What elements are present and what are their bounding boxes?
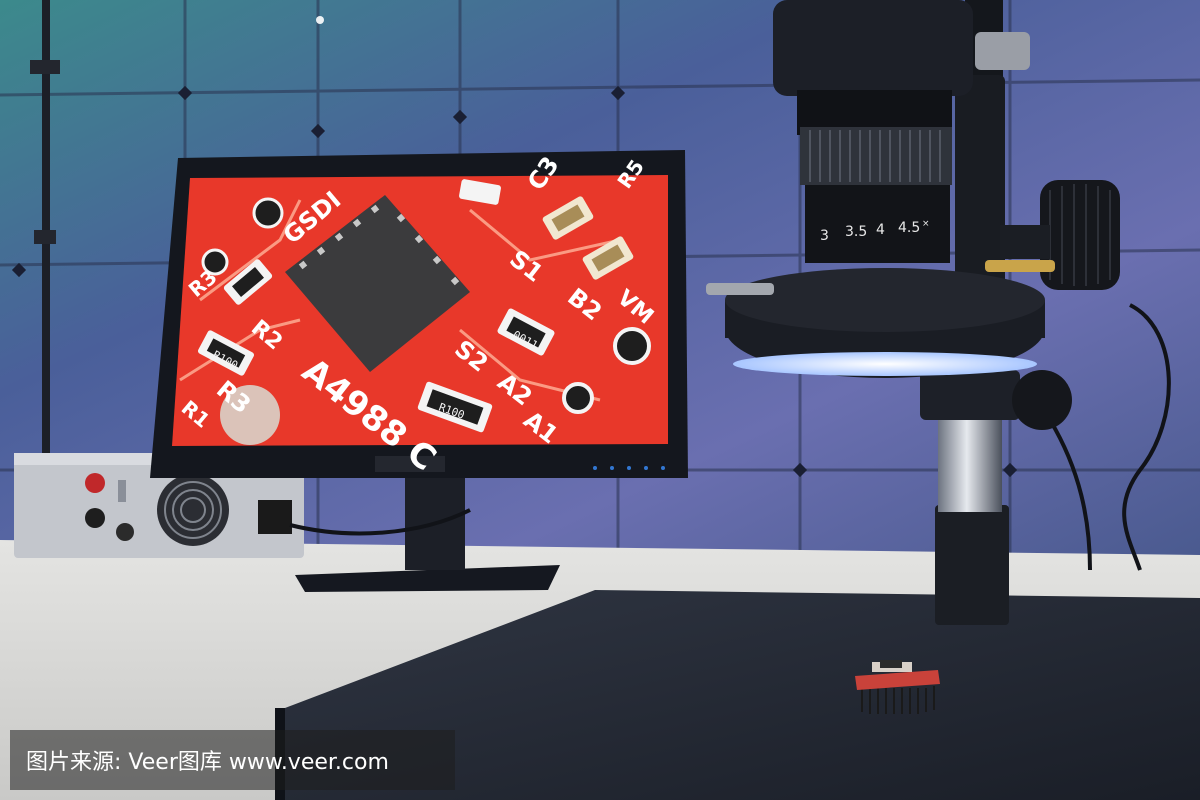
lamp-stand: [30, 0, 60, 460]
fan-grill: [157, 474, 229, 546]
ceiling-light: [316, 16, 324, 24]
driver-module: [855, 660, 940, 714]
microscope-lens: 3 3.5 4 4.5 ×: [706, 0, 1055, 378]
zoom-mark: ×: [922, 219, 930, 229]
ic-chip: [285, 195, 470, 372]
ring-screw-left[interactable]: [706, 283, 774, 295]
watermark-text: 图片来源: Veer图库 www.veer.com: [26, 750, 389, 775]
focus-knob[interactable]: [1012, 370, 1072, 430]
adjust-knob[interactable]: [1040, 180, 1120, 290]
ring-light: [733, 352, 1037, 376]
monitor-base: [295, 565, 560, 592]
zoom-mark: 3.5: [845, 224, 867, 240]
power-supply: [14, 453, 304, 558]
watermark: 图片来源: Veer图库 www.veer.com: [10, 730, 455, 790]
red-terminal: [85, 473, 105, 493]
zoom-ring[interactable]: [800, 127, 952, 185]
monitor-neck: [405, 470, 465, 570]
zoom-scale: 3 3.5 4 4.5 ×: [820, 219, 930, 244]
cables: [289, 303, 1171, 571]
smd-components: [197, 179, 651, 445]
ring-screw-right[interactable]: [985, 260, 1055, 272]
monitor: A4988 C GSDI C3 R3 S1 B2 S2 A2 A1 R2 R3 …: [150, 150, 688, 592]
zoom-mark: 4.5: [898, 220, 920, 236]
zoom-mark: 4: [876, 222, 885, 238]
black-terminal: [85, 508, 105, 528]
zoom-mark: 3: [820, 228, 829, 244]
power-socket: [258, 500, 292, 534]
lock-screw[interactable]: [975, 32, 1030, 70]
